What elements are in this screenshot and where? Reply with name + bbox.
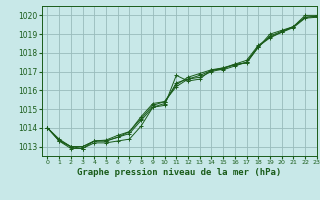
X-axis label: Graphe pression niveau de la mer (hPa): Graphe pression niveau de la mer (hPa) xyxy=(77,168,281,177)
